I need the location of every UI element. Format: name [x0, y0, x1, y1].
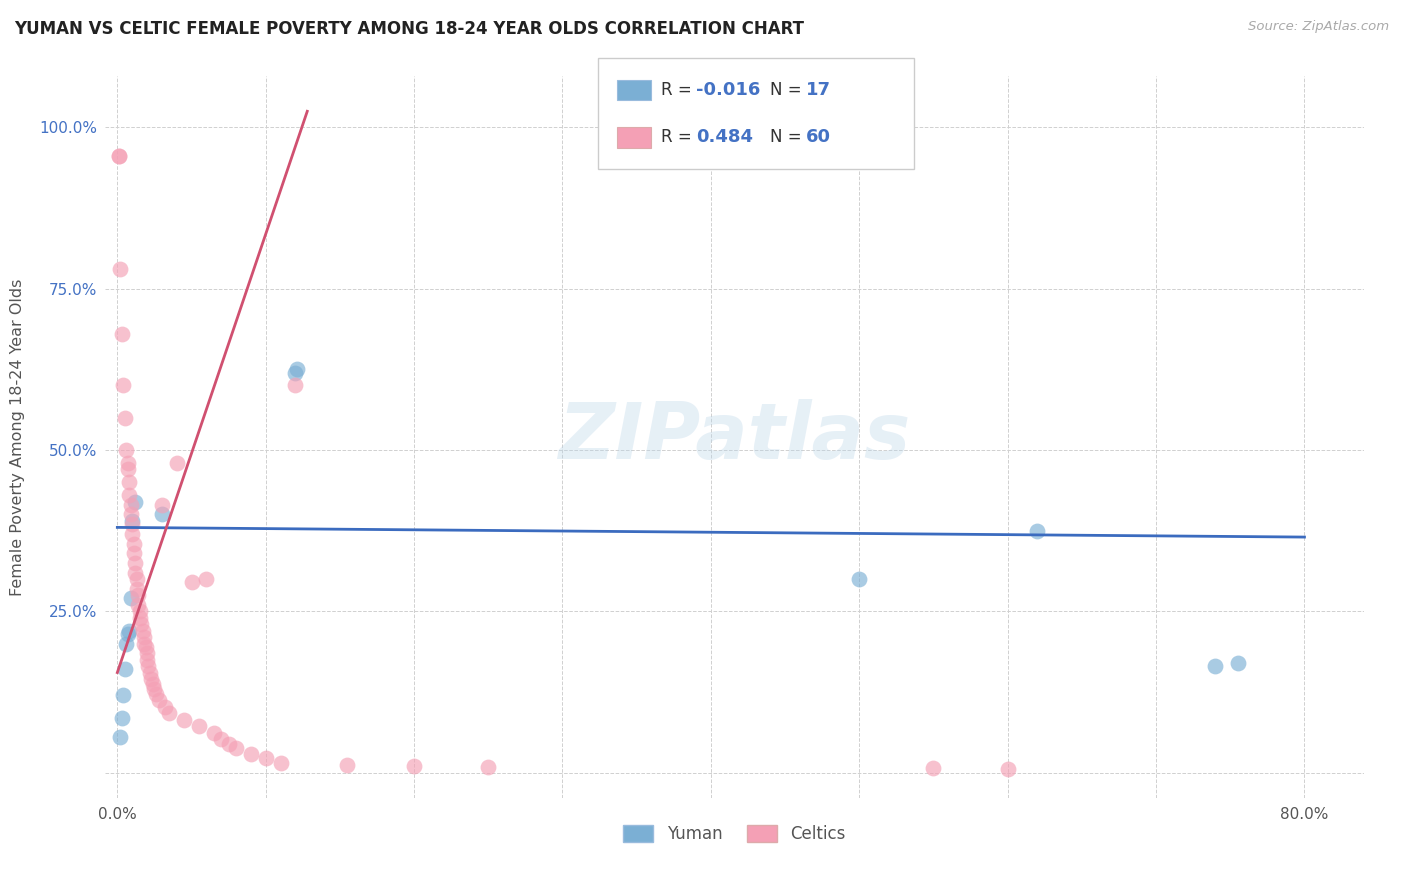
Point — [122, 536, 145, 550]
Point — [118, 624, 141, 638]
Point — [239, 747, 262, 762]
Y-axis label: Female Poverty Among 18-24 Year Olds: Female Poverty Among 18-24 Year Olds — [10, 278, 25, 596]
Point — [173, 713, 195, 727]
Point — [107, 149, 129, 163]
Point — [110, 262, 132, 277]
Text: R =: R = — [661, 128, 697, 146]
Point — [848, 572, 870, 586]
Point — [122, 546, 145, 560]
Point — [218, 737, 240, 751]
Point — [195, 572, 218, 586]
Text: R =: R = — [661, 81, 697, 99]
Point — [127, 588, 149, 602]
Point — [166, 456, 188, 470]
Point — [120, 508, 142, 522]
Point — [1204, 659, 1226, 673]
Point — [1026, 524, 1049, 538]
Point — [209, 731, 232, 746]
Point — [118, 475, 141, 490]
Point — [136, 646, 159, 660]
Point — [121, 517, 143, 532]
Point — [117, 627, 139, 641]
Point — [187, 719, 209, 733]
Point — [114, 410, 136, 425]
Point — [110, 730, 132, 744]
Point — [112, 688, 135, 702]
Point — [404, 759, 426, 773]
Point — [142, 676, 165, 690]
Point — [120, 591, 142, 606]
Text: N =: N = — [770, 81, 807, 99]
Text: 17: 17 — [806, 81, 831, 99]
Point — [112, 378, 135, 392]
Point — [1226, 656, 1249, 670]
Text: ZIPatlas: ZIPatlas — [558, 399, 911, 475]
Point — [270, 756, 292, 770]
Point — [107, 149, 129, 163]
Text: Source: ZipAtlas.com: Source: ZipAtlas.com — [1249, 20, 1389, 33]
Point — [153, 699, 176, 714]
Point — [225, 741, 247, 756]
Point — [117, 456, 139, 470]
Point — [129, 617, 152, 632]
Point — [141, 672, 163, 686]
Point — [180, 575, 202, 590]
Point — [115, 636, 138, 650]
Point — [127, 598, 149, 612]
Point — [111, 711, 134, 725]
Point — [477, 760, 499, 774]
Point — [125, 582, 148, 596]
Point — [111, 326, 134, 341]
Point — [120, 498, 142, 512]
Point — [124, 494, 146, 508]
Text: YUMAN VS CELTIC FEMALE POVERTY AMONG 18-24 YEAR OLDS CORRELATION CHART: YUMAN VS CELTIC FEMALE POVERTY AMONG 18-… — [14, 20, 804, 37]
Text: 60: 60 — [806, 128, 831, 146]
Point — [148, 693, 170, 707]
Text: 0.484: 0.484 — [696, 128, 754, 146]
Point — [336, 757, 359, 772]
Point — [284, 366, 307, 380]
Point — [202, 725, 225, 739]
Point — [125, 572, 148, 586]
Point — [115, 442, 138, 457]
Point — [117, 462, 139, 476]
Point — [124, 566, 146, 580]
Point — [118, 488, 141, 502]
Point — [150, 508, 173, 522]
Point — [150, 498, 173, 512]
Point — [139, 665, 162, 680]
Point — [254, 751, 277, 765]
Text: -0.016: -0.016 — [696, 81, 761, 99]
Point — [134, 640, 156, 654]
Point — [121, 514, 143, 528]
Point — [114, 662, 136, 676]
Point — [143, 681, 166, 696]
Point — [132, 636, 155, 650]
Point — [124, 556, 146, 570]
Point — [132, 630, 155, 644]
Point — [121, 526, 143, 541]
Point — [922, 761, 945, 775]
Point — [136, 653, 159, 667]
Text: N =: N = — [770, 128, 807, 146]
Point — [285, 362, 308, 376]
Point — [128, 611, 150, 625]
Point — [138, 659, 160, 673]
Point — [145, 687, 167, 701]
Point — [131, 624, 153, 638]
Point — [128, 604, 150, 618]
Legend: Yuman, Celtics: Yuman, Celtics — [614, 816, 855, 852]
Point — [157, 706, 180, 721]
Point — [997, 762, 1019, 776]
Point — [284, 378, 307, 392]
